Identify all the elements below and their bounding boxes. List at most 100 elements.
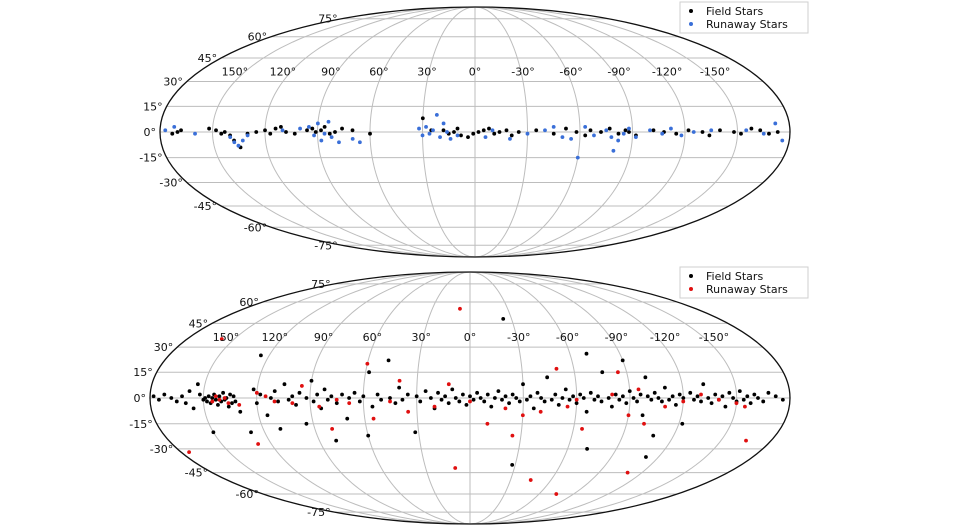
star-point [581,396,586,400]
star-point [773,394,778,399]
star-point [365,361,370,366]
star-point [329,394,334,399]
star-point [621,131,626,136]
star-point [644,455,648,459]
star-point [508,136,512,141]
star-point [309,378,314,383]
star-point [626,413,631,418]
star-point [636,387,641,392]
star-point [322,131,327,136]
star-point [276,399,280,404]
star-point [483,135,488,140]
star-point [624,401,629,406]
legend-bottom: Field Stars Runaway Stars [679,266,809,299]
star-point [542,399,547,404]
star-point [680,421,685,426]
star-point [334,397,339,402]
star-point [397,385,402,390]
star-point [279,124,283,129]
star-point [583,124,588,129]
star-point [528,478,533,482]
star-point [448,136,453,141]
star-point [503,406,508,411]
star-point [584,351,589,356]
star-point [531,406,536,411]
star-point [446,401,451,406]
star-point [476,130,481,134]
star-point [305,128,309,133]
latitude-tick-label: -30° [159,177,182,190]
star-point [525,131,530,136]
star-point [640,413,645,418]
star-point [206,394,211,399]
latitude-tick-label: -15° [139,152,162,165]
star-point [545,375,550,380]
star-point [551,131,556,136]
star-point [588,128,593,133]
star-point [179,128,183,133]
star-point [585,447,589,451]
star-point [228,392,232,397]
star-point [607,126,612,131]
star-point [304,421,309,426]
star-point [350,136,355,141]
star-point [667,397,671,402]
star-point [691,130,696,134]
latitude-tick-label: -60° [235,488,258,501]
star-point [174,399,179,404]
star-point [371,416,376,421]
star-point [551,124,556,129]
star-point [604,128,609,133]
star-point [489,404,494,409]
star-point [744,128,749,133]
star-point [306,124,311,129]
star-point [468,394,472,399]
star-point [315,392,320,397]
star-point [503,394,508,399]
star-point [357,399,362,404]
star-point [438,135,442,140]
star-point [322,124,327,129]
star-point [496,389,501,393]
latitude-tick-label: -15° [129,418,152,431]
star-point [453,466,458,470]
longitude-tick-label: -30° [507,331,530,344]
latitude-tick-label: 75° [318,13,338,26]
star-point [347,396,352,400]
star-point [460,392,465,397]
star-point [662,385,667,390]
star-point [485,421,490,426]
star-point [315,121,320,126]
star-point [330,426,335,431]
legend-label-field-stars: Field Stars [706,5,763,18]
star-point [616,370,620,375]
star-point [556,403,561,407]
star-point [471,131,476,136]
longitude-tick-label: -60° [559,66,582,79]
sky-boundary [159,6,791,258]
latitude-tick-label: -75° [307,506,330,519]
star-point [397,378,402,383]
star-point [534,128,539,133]
star-point [560,135,565,140]
star-point [574,397,579,402]
star-point [334,438,339,443]
star-point [151,394,156,399]
star-point [645,394,650,399]
star-point [310,126,315,131]
star-point [743,404,747,409]
star-point [452,130,456,134]
star-point [457,399,462,404]
star-point [709,401,714,406]
star-point [611,148,616,153]
star-point [631,396,636,400]
star-point [554,492,559,496]
panel-bottom: 150° 120° 90° 60° 30° 0° -30° -60° -90° -120° -150… [129,266,809,525]
star-point [317,404,322,409]
star-point [521,382,525,387]
star-point [273,126,278,131]
star-point [352,390,357,395]
star-point [441,128,446,133]
legend-marker-field-stars [689,9,693,13]
latitude-tick-label: 60° [239,296,259,309]
